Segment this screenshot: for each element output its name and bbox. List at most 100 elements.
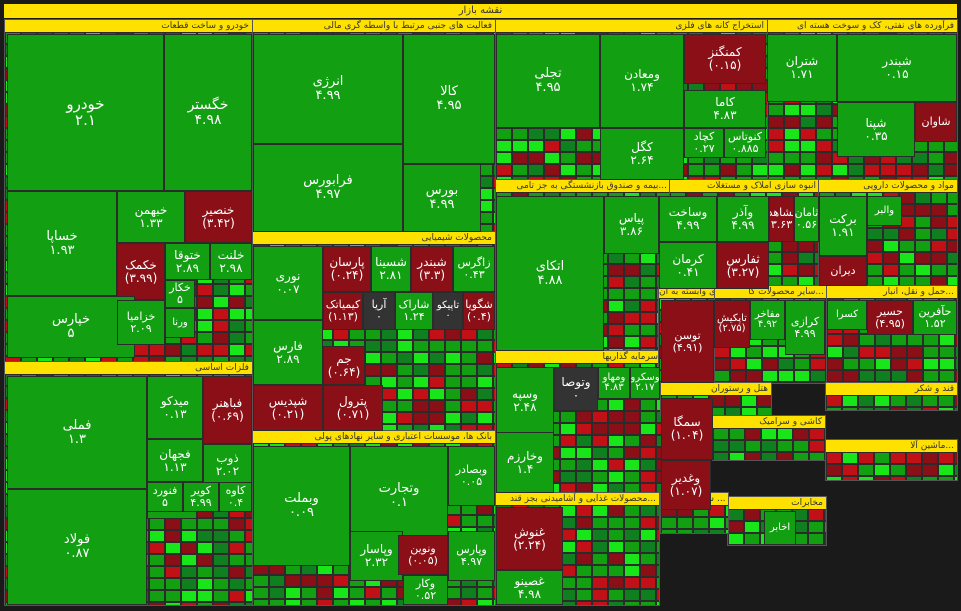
- tile-49[interactable]: وغدیر (۱.۰۷): [661, 460, 711, 510]
- tile-23[interactable]: وپارس ۴.۹۷: [448, 531, 495, 581]
- tile-42[interactable]: وخارزم ۱.۴: [496, 432, 554, 493]
- tile-24[interactable]: وپاسار ۲.۳۲: [350, 531, 403, 581]
- tile-40[interactable]: ومهاو ۴.۸۳: [598, 367, 630, 399]
- tile-change: ۱.۹۱: [831, 225, 855, 239]
- tile-change: (۱.۰۷): [669, 484, 703, 498]
- tile-0[interactable]: خودرو ۲.۱: [7, 34, 164, 191]
- tile-77[interactable]: کاوه ۰.۴: [219, 482, 252, 512]
- tile-symbol: فباهنر: [212, 396, 243, 411]
- tile-6[interactable]: ختوقا ۲.۸۹: [165, 243, 210, 280]
- tile-82[interactable]: کگل ۲.۶۴: [600, 128, 684, 180]
- tile-57[interactable]: پترول (۰.۷۱): [323, 385, 383, 431]
- tile-81[interactable]: کاما ۴.۸۳: [684, 90, 766, 128]
- tile-36[interactable]: والبر: [867, 196, 902, 226]
- tile-41[interactable]: وسکرو ۲.۱۷: [630, 367, 660, 399]
- tile-84[interactable]: شبندر ۰.۱۵: [837, 34, 957, 102]
- tile-54[interactable]: اخابر: [764, 511, 796, 545]
- tile-34[interactable]: ثفارس (۳.۲۷): [717, 242, 769, 289]
- tile-45[interactable]: سمگا (۱.۰۴): [661, 398, 713, 460]
- tile-2[interactable]: خساپا ۱.۹۳: [7, 191, 117, 296]
- tile-change: ۰.۸۷: [64, 546, 90, 561]
- tile-29[interactable]: وساخت ۴.۹۹: [659, 196, 717, 242]
- tile-69[interactable]: شگویا (۰.۴): [463, 292, 495, 330]
- tile-symbol: حآفرین: [918, 304, 952, 318]
- tile-change: (۰.۲۴): [330, 268, 364, 282]
- tile-64[interactable]: زاگرس ۰.۴۳: [453, 246, 495, 292]
- tile-79[interactable]: ومعادن ۱.۷۴: [600, 34, 684, 128]
- tile-symbol: ثفارس: [726, 251, 760, 266]
- tile-71[interactable]: میدکو ۰.۱۳: [147, 376, 203, 439]
- tile-61[interactable]: پارسان (۰.۲۴): [323, 246, 371, 292]
- tile-62[interactable]: شسینا ۲.۸۱: [371, 246, 411, 292]
- tile-56[interactable]: شپدیس (۰.۲۱): [253, 385, 323, 431]
- tile-31[interactable]: ثشاهد(۳.۶۳): [769, 196, 794, 242]
- tile-35[interactable]: برکت ۱.۹۱: [819, 196, 867, 256]
- tile-83[interactable]: شتران ۱.۷۱: [767, 34, 837, 102]
- tile-67[interactable]: شاراک ۱.۲۴: [395, 292, 433, 330]
- tile-symbol: کسرا: [836, 308, 858, 320]
- tile-change: ۴.۹۲: [757, 319, 778, 330]
- tile-change: ۲.۰۹: [130, 321, 152, 335]
- tile-14[interactable]: فرابورس ۴.۹۷: [253, 144, 403, 232]
- tile-symbol: انرژی: [312, 74, 344, 90]
- tile-symbol: توسن: [674, 328, 701, 342]
- tile-63[interactable]: شبندر (۳.۳): [411, 246, 453, 292]
- tile-change: ۳.۸۶: [619, 224, 644, 238]
- tile-58[interactable]: جم (۰.۶۴): [323, 346, 365, 385]
- tile-8[interactable]: خپارس ۵: [7, 296, 135, 358]
- tile-76[interactable]: کویر ۴.۹۹: [183, 482, 219, 512]
- tile-3[interactable]: خبهمن ۱.۳۳: [117, 191, 185, 243]
- tile-7[interactable]: خلنت ۲.۹۸: [210, 243, 252, 280]
- tile-72[interactable]: فباهنر (۰.۶۹): [203, 376, 252, 444]
- tile-27[interactable]: اتکای ۴.۸۸: [496, 196, 604, 351]
- tile-68[interactable]: تاپیکو ۰: [433, 292, 463, 330]
- tile-43[interactable]: غنوش (۲.۲۴): [496, 507, 563, 570]
- tile-change: ۰.۵۶: [795, 218, 818, 231]
- tile-60[interactable]: نوری ۰.۰۷: [253, 246, 323, 320]
- tile-11[interactable]: خکار ۵: [165, 280, 195, 308]
- tile-9[interactable]: خزامیا ۲.۰۹: [117, 300, 165, 345]
- tile-46[interactable]: توسن (۴.۹۱): [661, 300, 714, 383]
- tile-39[interactable]: وتوصا ۰: [554, 367, 598, 411]
- tile-70[interactable]: فملی ۱.۳: [7, 376, 147, 489]
- tile-80[interactable]: کمنگنز (۰.۱۵): [684, 34, 766, 84]
- tile-65[interactable]: کیمیاتک (۱.۱۳): [323, 292, 363, 330]
- tile-52[interactable]: حسیر (۴.۹۵): [867, 300, 913, 335]
- tile-48[interactable]: مفاخر ۴.۹۲: [750, 300, 785, 340]
- tile-51[interactable]: کسرا: [827, 300, 867, 330]
- tile-25[interactable]: ونوین (۰.۰۵): [398, 535, 448, 575]
- tile-50[interactable]: کرازی ۴.۹۹: [785, 300, 825, 355]
- tile-22[interactable]: وبصادر ۰.۰۵: [448, 446, 495, 506]
- tile-85[interactable]: شاوان: [915, 102, 957, 142]
- tile-15[interactable]: بورس ۴.۹۹: [403, 164, 481, 232]
- tile-78[interactable]: تجلی ۴.۹۵: [496, 34, 600, 128]
- tile-86[interactable]: شپنا ۰.۳۵: [837, 102, 915, 157]
- tile-59[interactable]: فارس ۲.۸۹: [253, 320, 323, 385]
- tile-28[interactable]: پیاس ۳.۸۶: [604, 196, 659, 254]
- tile-13[interactable]: کالا ۴.۹۵: [403, 34, 495, 164]
- tile-4[interactable]: خنصیر (۳.۴۲): [185, 191, 252, 243]
- tile-18[interactable]: فولاد ۰.۸۷: [7, 489, 147, 605]
- tile-12[interactable]: انرژی ۴.۹۹: [253, 34, 403, 144]
- tile-74[interactable]: ذوب ۲.۰۲: [203, 444, 252, 486]
- tile-20[interactable]: وتجارت ۰.۱: [350, 446, 448, 546]
- tile-5[interactable]: خکمک (۳.۹۹): [117, 243, 165, 300]
- tile-symbol: وخارزم: [507, 448, 543, 463]
- tile-10[interactable]: ورنا: [165, 308, 195, 338]
- tile-17[interactable]: کنوتاس ۰.۸۸۵: [724, 128, 766, 158]
- tile-53[interactable]: حآفرین ۱.۵۲: [913, 300, 957, 335]
- tile-37[interactable]: دیران: [819, 256, 867, 286]
- tile-16[interactable]: کچاد ۰.۲۷: [684, 128, 724, 158]
- tile-66[interactable]: آریا ۰: [363, 292, 395, 330]
- tile-26[interactable]: وکار ۰.۵۲: [403, 575, 448, 605]
- tile-47[interactable]: تاپکیش (۲.۷۵): [714, 300, 750, 348]
- tile-38[interactable]: وسپه ۲.۴۸: [496, 367, 554, 434]
- tile-32[interactable]: ثامان ۰.۵۶: [794, 196, 819, 242]
- tile-30[interactable]: وآذر ۴.۹۹: [717, 196, 769, 242]
- tile-21[interactable]: وبملت ۰.۰۹: [253, 446, 350, 566]
- tile-75[interactable]: فنورد ۵: [147, 482, 183, 512]
- tile-33[interactable]: کرمان ۰.۴۱: [659, 242, 717, 289]
- tile-44[interactable]: غصینو ۴.۹۸: [496, 570, 563, 605]
- tile-73[interactable]: فجهان ۱.۱۳: [147, 439, 203, 482]
- tile-1[interactable]: خگستر ۴.۹۸: [164, 34, 252, 191]
